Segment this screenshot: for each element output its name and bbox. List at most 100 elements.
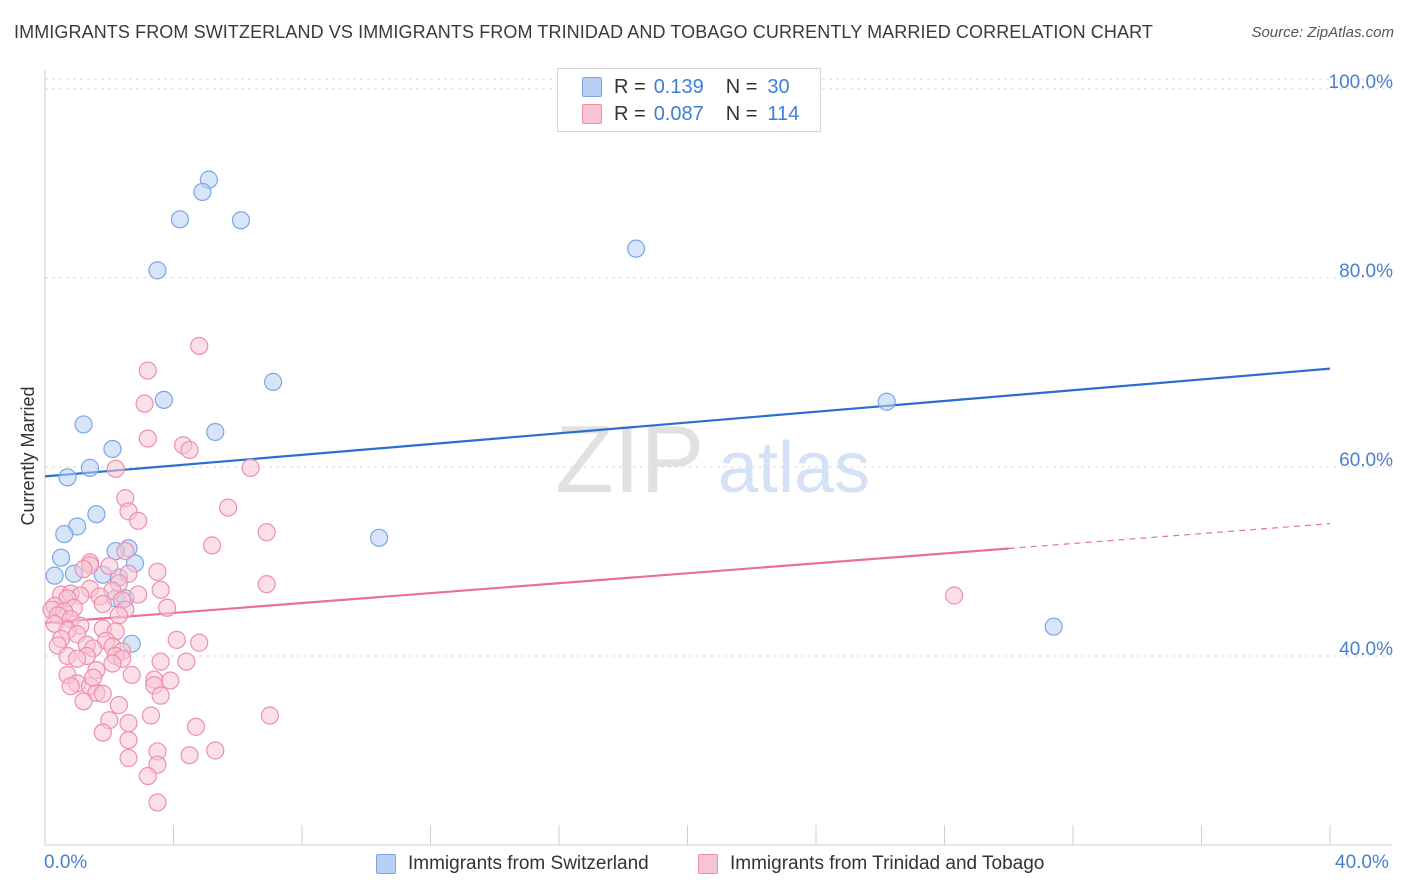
bottom-legend-label: Immigrants from Trinidad and Tobago: [730, 853, 1045, 874]
point-trinidad: [116, 541, 135, 561]
point-switzerland: [206, 422, 225, 442]
point-trinidad: [106, 459, 125, 478]
point-switzerland: [55, 524, 74, 544]
point-trinidad: [119, 730, 138, 750]
point-switzerland: [263, 372, 283, 391]
y-tick-label: 80.0%: [1339, 261, 1393, 282]
legend-swatch-pink: [582, 104, 602, 124]
point-trinidad: [157, 598, 177, 617]
point-trinidad: [109, 696, 128, 715]
point-trinidad: [167, 630, 186, 650]
point-trinidad: [119, 748, 138, 768]
point-switzerland: [80, 458, 100, 477]
chart-title: IMMIGRANTS FROM SWITZERLAND VS IMMIGRANT…: [14, 22, 1153, 42]
watermark-atlas: atlas: [718, 428, 870, 508]
y-tick-label: 100.0%: [1329, 72, 1394, 93]
point-switzerland: [877, 392, 896, 411]
point-trinidad: [202, 536, 222, 555]
legend-n-label: N =: [725, 102, 758, 125]
trend-line-trinidad-extension: [1008, 523, 1331, 550]
point-trinidad: [257, 523, 276, 542]
data-points: [42, 170, 1063, 812]
legend-row-switzerland: R = 0.139 N = 30: [582, 75, 790, 99]
legend-r-label: R =: [614, 102, 646, 125]
point-trinidad: [74, 559, 93, 579]
point-trinidad: [151, 652, 170, 671]
point-switzerland: [45, 566, 64, 585]
bottom-legend-swatch-pink: [698, 854, 718, 874]
bottom-legend-label: Immigrants from Switzerland: [408, 853, 649, 874]
point-switzerland: [58, 468, 77, 487]
point-trinidad: [241, 458, 260, 477]
trend-line-switzerland: [44, 367, 1331, 478]
point-trinidad: [61, 677, 80, 696]
point-trinidad: [161, 671, 180, 690]
point-trinidad: [109, 606, 128, 625]
point-trinidad: [74, 692, 93, 711]
point-trinidad: [186, 717, 206, 736]
point-switzerland: [74, 415, 93, 434]
point-trinidad: [129, 585, 148, 604]
legend-n-value: 30: [767, 75, 790, 98]
point-trinidad: [135, 394, 154, 413]
point-switzerland: [103, 439, 122, 459]
point-trinidad: [100, 557, 119, 576]
point-trinidad: [190, 336, 209, 356]
legend-r-value: 0.139: [653, 75, 704, 98]
point-switzerland: [154, 390, 173, 409]
point-trinidad: [141, 706, 161, 725]
legend-row-trinidad: R = 0.087 N = 114: [582, 102, 799, 126]
bottom-legend-trinidad: Immigrants from Trinidad and Tobago: [698, 851, 1044, 877]
point-switzerland: [626, 239, 646, 258]
point-trinidad: [93, 723, 112, 742]
trend-lines: [44, 367, 1331, 624]
trend-line-trinidad: [44, 547, 1009, 624]
point-trinidad: [119, 713, 138, 733]
legend-n-value: 114: [767, 102, 800, 125]
point-trinidad: [93, 684, 112, 703]
axes: 40.0% 60.0% 80.0% 100.0%: [44, 70, 1394, 846]
point-trinidad: [84, 668, 103, 687]
bottom-legend-swatch-blue: [376, 854, 396, 874]
point-trinidad: [68, 649, 87, 668]
point-trinidad: [138, 361, 157, 380]
point-switzerland: [231, 211, 251, 230]
y-axis-label: Currently Married: [18, 386, 38, 525]
point-trinidad: [180, 440, 199, 460]
point-trinidad: [151, 580, 170, 599]
point-trinidad: [219, 498, 238, 517]
point-trinidad: [138, 766, 157, 786]
legend-n-label: N =: [725, 75, 758, 98]
point-trinidad: [122, 665, 141, 684]
legend-r-label: R =: [614, 75, 646, 98]
point-switzerland: [148, 261, 167, 280]
x-tick-label-max: 40.0%: [1335, 852, 1389, 873]
x-tick-label-min: 0.0%: [44, 852, 88, 873]
legend-r-value: 0.087: [653, 102, 704, 125]
point-trinidad: [129, 511, 148, 530]
y-tick-label: 40.0%: [1339, 639, 1393, 660]
bottom-legend-switzerland: Immigrants from Switzerland: [376, 851, 649, 877]
point-trinidad: [93, 594, 112, 614]
grid: [45, 78, 1392, 657]
y-tick-label: 60.0%: [1339, 450, 1393, 471]
point-switzerland: [1044, 617, 1063, 636]
point-trinidad: [257, 575, 276, 594]
point-switzerland: [87, 505, 106, 524]
point-trinidad: [138, 429, 157, 448]
point-trinidad: [148, 793, 167, 812]
point-switzerland: [193, 182, 212, 202]
point-trinidad: [148, 562, 167, 581]
point-switzerland: [170, 210, 190, 229]
point-trinidad: [180, 746, 199, 765]
point-switzerland: [370, 528, 389, 547]
source-label: Source: ZipAtlas.com: [1251, 24, 1394, 41]
legend-swatch-blue: [582, 77, 602, 97]
point-switzerland: [51, 548, 71, 567]
point-trinidad: [177, 652, 196, 671]
point-trinidad: [260, 706, 279, 725]
point-trinidad: [103, 654, 122, 673]
point-trinidad: [206, 741, 225, 760]
point-trinidad: [945, 586, 964, 605]
